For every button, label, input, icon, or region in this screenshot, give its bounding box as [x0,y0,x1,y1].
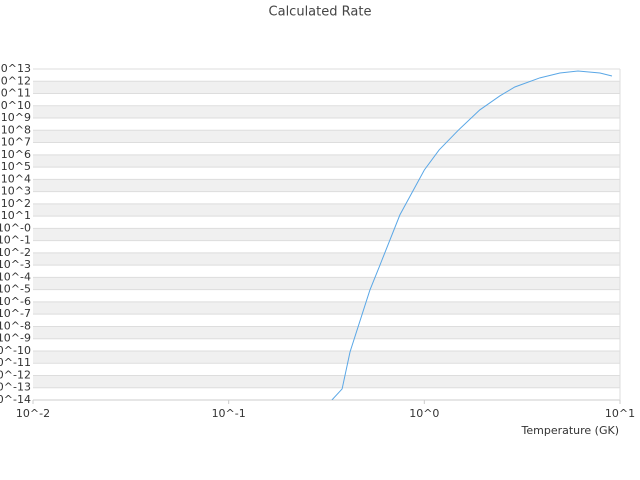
grid-band [33,179,620,192]
line-series [331,70,613,400]
y-tick-label: 10^-9 [0,332,31,345]
y-tick-label: 10^-2 [0,246,31,259]
y-tick-label: 10^12 [0,74,31,87]
x-tick-label: 10^0 [409,407,439,420]
y-tick-label: 10^7 [1,136,31,149]
y-tick-label: 10^5 [1,160,31,173]
y-tick-label: 10^-5 [0,283,31,296]
y-tick-label: 10^8 [1,123,31,136]
grid-band [33,277,620,290]
grid-band [33,203,620,217]
grid-band [33,228,620,241]
y-tick-label: 10^3 [1,185,31,198]
y-tick-label: 10^-4 [0,270,31,283]
grid-band [33,326,620,339]
y-tick-label: 10^9 [1,111,31,124]
y-tick-label: 10^-1 [0,234,31,247]
grid-band [33,252,620,266]
chart-title: Calculated Rate [269,5,372,20]
y-tick-label: 10^-12 [0,368,31,381]
y-tick-label: 10^-7 [0,307,31,320]
y-tick-label: 10^13 [0,62,31,75]
y-tick-label: 10^-8 [0,319,31,332]
bands [33,81,620,388]
grid-band [33,130,620,143]
y-tick-label: 10^-6 [0,295,31,308]
y-tick-label: 10^-3 [0,258,31,271]
grid-band [33,81,620,94]
y-tick-label: 10^1 [1,209,31,222]
y-tick-label: 10^2 [1,197,31,210]
x-tick-label: 10^1 [605,407,635,420]
x-tick-label: 10^-2 [16,407,50,420]
y-tick-label: 10^-0 [0,221,31,234]
grid-band [33,105,620,119]
y-tick-label: 10^-11 [0,356,31,369]
x-axis-label: Temperature (GK) [521,424,620,437]
y-tick-label: 10^11 [0,87,31,100]
grid-band [33,375,620,388]
x-tick-label: 10^-1 [212,407,246,420]
plot-area [331,70,613,400]
y-tick-label: 10^6 [1,148,31,161]
y-tick-label: 10^10 [0,99,31,112]
y-tick-label: 10^-14 [0,393,31,406]
y-tick-label: 10^4 [1,172,31,185]
y-tick-label: 10^-10 [0,344,31,357]
grid-band [33,154,620,168]
grid-band [33,350,620,364]
grid-band [33,301,620,315]
grid [32,68,621,404]
y-tick-label: 10^-13 [0,381,31,394]
